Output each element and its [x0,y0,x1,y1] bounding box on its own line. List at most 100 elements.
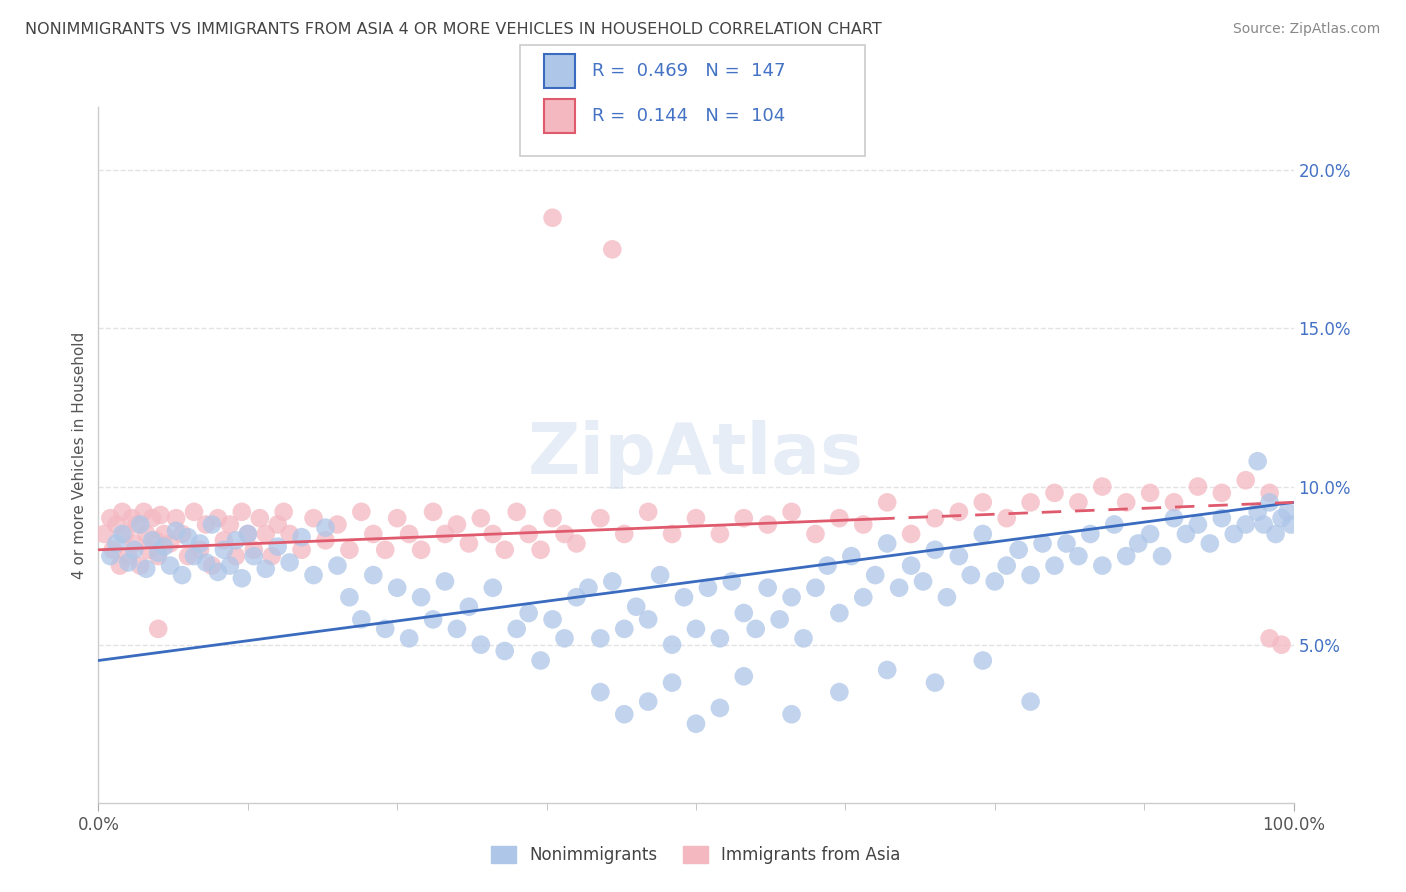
Point [153,540,176,554]
Point [446,622,468,636]
Point [1163,511,1185,525]
Point [876,536,898,550]
Point [852,591,875,605]
Point [733,606,755,620]
Point [541,511,564,525]
Point [948,505,970,519]
Point [398,527,420,541]
Point [1163,495,1185,509]
Point [1253,517,1275,532]
Point [159,536,181,550]
Point [1043,486,1066,500]
Point [637,612,659,626]
Point [852,517,875,532]
Point [141,533,163,548]
Point [1223,527,1246,541]
Point [267,517,290,532]
Point [924,542,946,557]
Point [1258,495,1281,509]
Point [385,511,409,525]
Point [326,558,349,573]
Point [828,511,851,525]
Point [458,599,481,614]
Point [291,542,314,557]
Point [828,685,851,699]
Point [626,599,648,614]
Point [541,211,564,225]
Point [984,574,1007,589]
Point [709,701,731,715]
Point [1067,495,1090,509]
Point [124,536,146,550]
Point [350,612,373,626]
Point [613,622,636,636]
Point [685,716,707,731]
Point [125,517,148,532]
Point [756,517,779,532]
Point [685,622,707,636]
Point [565,591,588,605]
Point [114,527,136,541]
Point [1104,517,1126,532]
Point [924,511,946,525]
Point [1032,536,1054,550]
Point [302,568,325,582]
Point [132,505,155,519]
Point [111,527,134,541]
Point [1008,542,1031,557]
Point [177,549,200,563]
Point [434,574,457,589]
Point [506,505,529,519]
Point [780,591,803,605]
Point [1152,549,1174,563]
Point [865,568,887,582]
Point [195,517,218,532]
Point [876,663,898,677]
Point [225,533,247,548]
Point [411,542,433,557]
Point [900,558,922,573]
Point [804,581,827,595]
Point [936,591,959,605]
Point [780,505,803,519]
Point [243,542,266,557]
Point [769,612,792,626]
Point [613,527,636,541]
Point [1187,517,1209,532]
Point [254,527,277,541]
Point [697,581,720,595]
Point [278,556,301,570]
Point [780,707,803,722]
Point [578,581,600,595]
Point [530,542,553,557]
Point [1199,536,1222,550]
Point [121,511,143,525]
Point [446,517,468,532]
Point [219,558,242,573]
Point [1187,479,1209,493]
Point [165,511,187,525]
Point [231,571,253,585]
Point [374,542,396,557]
Point [661,527,683,541]
Point [972,653,994,667]
Point [141,511,163,525]
Point [201,517,224,532]
Point [315,533,337,548]
Point [1211,511,1233,525]
Point [195,556,218,570]
Y-axis label: 4 or more Vehicles in Household: 4 or more Vehicles in Household [72,331,87,579]
Text: R =  0.144   N =  104: R = 0.144 N = 104 [592,107,785,125]
Point [1279,517,1302,532]
Point [1247,505,1270,519]
Point [995,558,1018,573]
Point [1234,473,1257,487]
Point [661,638,683,652]
Point [145,533,167,548]
Point [756,581,779,595]
Text: ZipAtlas: ZipAtlas [529,420,863,490]
Point [889,581,911,595]
Point [1271,511,1294,525]
Point [841,549,863,563]
Point [1019,495,1042,509]
